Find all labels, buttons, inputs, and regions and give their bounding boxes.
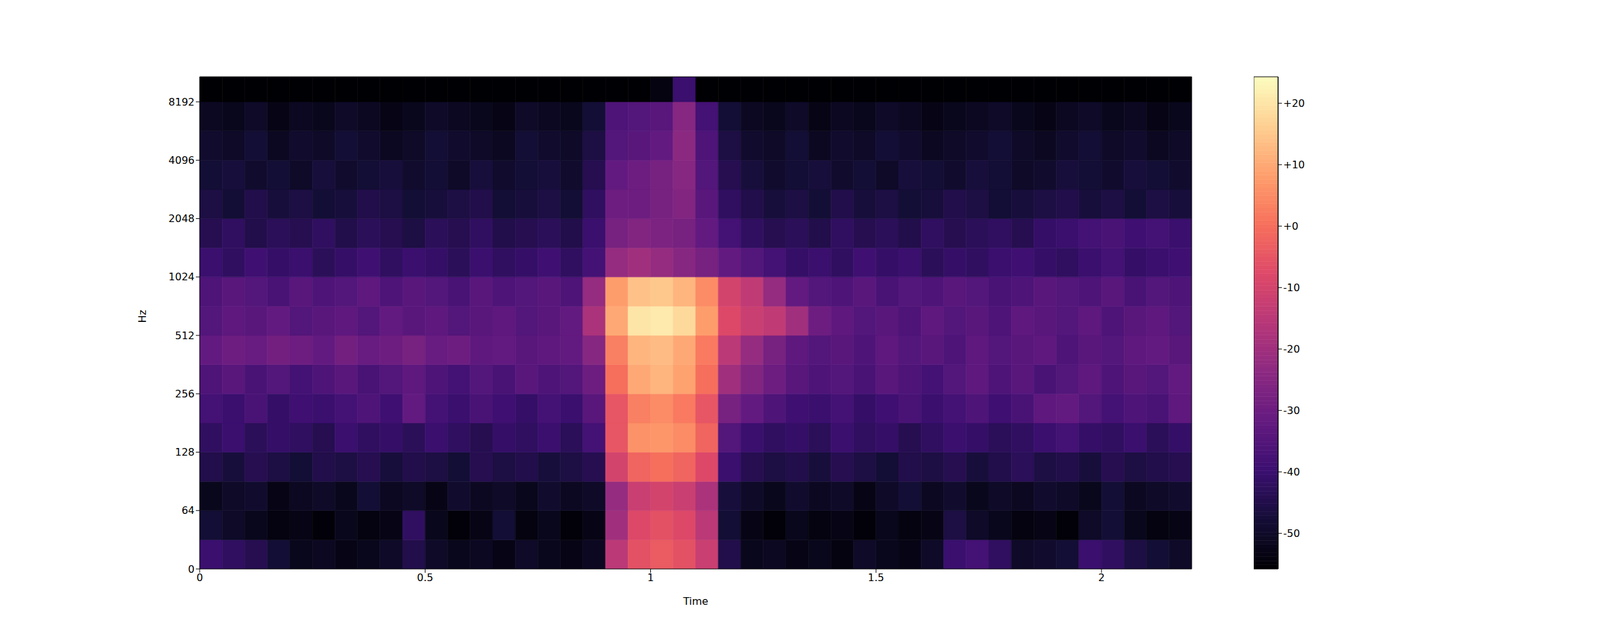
svg-text:128: 128 xyxy=(174,446,195,459)
svg-text:64: 64 xyxy=(181,504,195,517)
svg-text:-30: -30 xyxy=(1283,404,1300,417)
svg-text:-50: -50 xyxy=(1283,527,1300,540)
svg-text:+10: +10 xyxy=(1283,158,1305,171)
svg-text:2048: 2048 xyxy=(168,212,195,225)
svg-text:0: 0 xyxy=(196,571,203,584)
svg-text:Time: Time xyxy=(682,595,708,608)
svg-text:1.5: 1.5 xyxy=(867,571,884,584)
svg-text:512: 512 xyxy=(174,329,195,342)
svg-text:256: 256 xyxy=(174,387,195,400)
svg-text:4096: 4096 xyxy=(168,154,195,167)
svg-text:2: 2 xyxy=(1098,571,1105,584)
svg-text:8192: 8192 xyxy=(168,96,195,109)
svg-text:-40: -40 xyxy=(1283,465,1300,479)
svg-text:1024: 1024 xyxy=(168,270,195,283)
svg-text:0.5: 0.5 xyxy=(417,571,434,584)
svg-text:-20: -20 xyxy=(1283,343,1300,356)
svg-text:-10: -10 xyxy=(1283,281,1300,294)
svg-text:0: 0 xyxy=(188,563,195,576)
svg-text:Hz: Hz xyxy=(136,309,149,323)
svg-text:+20: +20 xyxy=(1283,97,1305,110)
svg-text:1: 1 xyxy=(647,571,654,584)
svg-text:+0: +0 xyxy=(1283,220,1299,233)
